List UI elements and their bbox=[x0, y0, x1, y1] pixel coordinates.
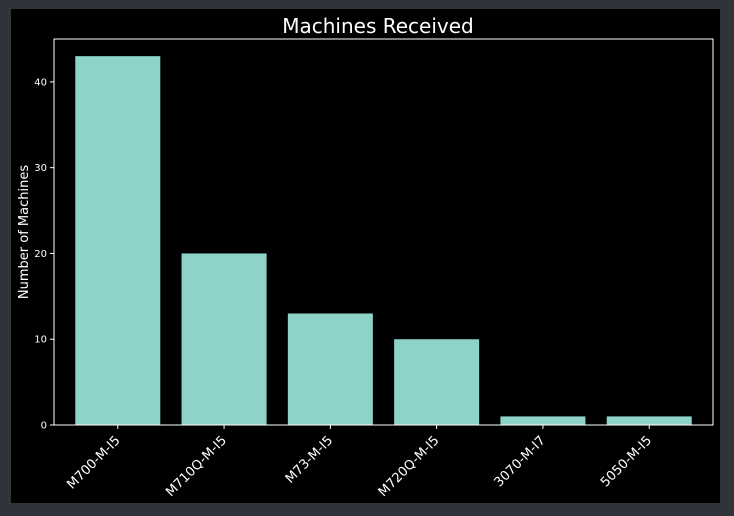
chart-figure: Machines Received Number of Machines 0 10… bbox=[11, 9, 720, 503]
y-tick-label: 10 bbox=[34, 335, 47, 346]
y-ticks-group: 0 10 20 30 40 bbox=[34, 77, 54, 432]
y-axis-label: Number of Machines bbox=[17, 165, 32, 299]
y-tick-label: 40 bbox=[34, 77, 47, 88]
bar-m720q-m-i5 bbox=[394, 339, 480, 425]
chart-title: Machines Received bbox=[282, 14, 474, 38]
x-tick-label: M710Q-M-I5 bbox=[163, 433, 230, 500]
x-tick-label: M700-M-I5 bbox=[64, 433, 123, 492]
x-tick-label: 5050-M-I5 bbox=[598, 433, 655, 490]
x-ticks-group: M700-M-I5 M710Q-M-I5 M73-M-I5 M720Q-M-I5 307… bbox=[64, 425, 655, 500]
bar-5050-m-i5 bbox=[606, 416, 692, 425]
bar-3070-m-i7 bbox=[500, 416, 586, 425]
y-tick-label: 20 bbox=[34, 249, 47, 260]
x-tick-label: 3070-M-I7 bbox=[492, 433, 549, 490]
bars-group bbox=[75, 56, 692, 425]
x-tick-label: M720Q-M-I5 bbox=[376, 433, 443, 500]
bar-m710q-m-i5 bbox=[181, 253, 267, 425]
bar-m73-m-i5 bbox=[287, 313, 373, 425]
y-tick-label: 30 bbox=[34, 163, 47, 174]
plot-frame bbox=[53, 38, 714, 426]
x-tick-label: M73-M-I5 bbox=[283, 433, 336, 486]
y-tick-label: 0 bbox=[41, 421, 47, 432]
bar-chart: Machines Received Number of Machines 0 10… bbox=[17, 14, 714, 500]
bar-m700-m-i5 bbox=[75, 56, 161, 425]
